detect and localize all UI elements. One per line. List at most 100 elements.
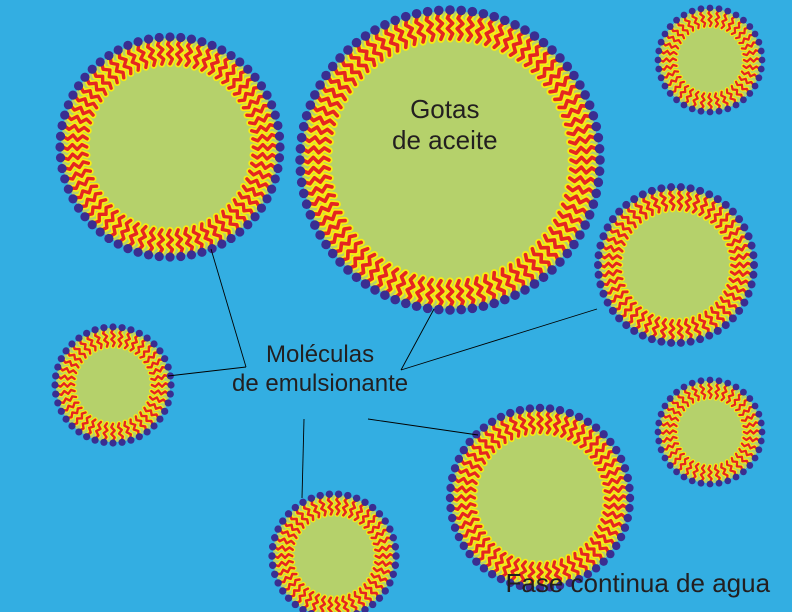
molecule-head	[269, 543, 276, 550]
molecule-head	[707, 377, 714, 384]
molecule-head	[758, 438, 765, 445]
molecule-head	[308, 495, 315, 502]
molecule-head	[326, 490, 333, 497]
molecule-head	[104, 51, 113, 60]
molecule-head	[655, 57, 662, 64]
molecule-head	[595, 144, 605, 154]
molecule-head	[104, 234, 113, 243]
molecule-head	[343, 265, 353, 275]
molecule-head	[749, 271, 757, 279]
molecule-head	[127, 437, 134, 444]
molecule-head	[539, 38, 549, 48]
molecule-head	[687, 338, 695, 346]
molecule-head	[227, 234, 236, 243]
molecule-head	[662, 455, 669, 462]
molecule-head	[662, 83, 669, 90]
molecule-head	[687, 184, 695, 192]
molecule-head	[299, 499, 306, 506]
molecule-head	[56, 153, 65, 162]
molecule-head	[681, 102, 688, 109]
molecule-head	[758, 48, 765, 55]
molecule-head	[667, 395, 674, 402]
molecule-head	[299, 189, 309, 199]
molecule-head	[705, 332, 713, 340]
molecule-head	[758, 66, 765, 73]
molecule-head	[759, 429, 766, 436]
molecule-head	[52, 390, 59, 397]
molecule-head	[624, 514, 632, 522]
molecule-head	[555, 257, 565, 267]
molecule-head	[472, 557, 480, 565]
molecule-head	[83, 330, 90, 337]
label-water-phase: Fase continua de agua	[506, 568, 771, 599]
molecule-head	[243, 65, 252, 74]
molecule-head	[267, 100, 276, 109]
molecule-head	[302, 111, 312, 121]
molecule-head	[68, 91, 77, 100]
molecule-head	[556, 406, 564, 414]
molecule-head	[724, 477, 731, 484]
molecule-head	[143, 428, 150, 435]
molecule-head	[745, 232, 753, 240]
molecule-head	[489, 299, 499, 309]
molecule-head	[606, 550, 614, 558]
molecule-head	[740, 299, 748, 307]
molecule-head	[96, 227, 105, 236]
molecule-head	[722, 321, 730, 329]
molecule-head	[56, 132, 65, 141]
molecule-head	[390, 571, 397, 578]
molecule-head	[536, 404, 544, 412]
molecule-head	[257, 81, 266, 90]
molecule-head	[667, 339, 675, 347]
molecule-head	[448, 474, 456, 482]
molecule-head	[733, 102, 740, 109]
molecule-head	[595, 166, 605, 176]
molecule-head	[165, 363, 172, 370]
molecule-head	[746, 462, 753, 469]
molecule-head	[662, 31, 669, 38]
molecule-head	[262, 194, 271, 203]
molecule-head	[321, 240, 331, 250]
molecule-head	[658, 446, 665, 453]
molecule-head	[250, 212, 259, 221]
molecule-head	[746, 23, 753, 30]
molecule-head	[133, 37, 142, 46]
molecule-head	[468, 7, 478, 17]
molecule-head	[595, 271, 603, 279]
molecule-head	[530, 31, 540, 41]
molecule-head	[96, 57, 105, 66]
molecule-head	[673, 96, 680, 103]
molecule-head	[455, 533, 463, 541]
label-oil-drops: Gotas de aceite	[392, 94, 498, 156]
molecule-head	[516, 406, 524, 414]
molecule-head	[609, 307, 617, 315]
molecule-head	[630, 327, 638, 335]
molecule-head	[58, 355, 65, 362]
molecule-head	[285, 510, 292, 517]
oil-core	[301, 11, 598, 308]
molecule-head	[271, 110, 280, 119]
molecule-head	[274, 579, 281, 586]
molecule-head	[275, 142, 284, 151]
molecule-head	[724, 8, 731, 15]
molecule-head	[609, 215, 617, 223]
molecule-head	[480, 423, 488, 431]
molecule-head	[187, 250, 196, 259]
molecule-head	[361, 31, 371, 41]
molecule-head	[297, 133, 307, 143]
molecule-head	[401, 299, 411, 309]
molecule-head	[114, 45, 123, 54]
molecule-head	[455, 455, 463, 463]
molecule-head	[562, 249, 572, 259]
molecule-head	[606, 438, 614, 446]
molecule-head	[271, 534, 278, 541]
molecule-head	[165, 399, 172, 406]
molecule-head	[667, 23, 674, 30]
molecule-head	[489, 12, 499, 22]
molecule-head	[658, 74, 665, 81]
molecule-head	[729, 208, 737, 216]
molecule-head	[617, 455, 625, 463]
molecule-head	[109, 323, 116, 330]
molecule-head	[716, 480, 723, 487]
molecule-head	[80, 73, 89, 82]
